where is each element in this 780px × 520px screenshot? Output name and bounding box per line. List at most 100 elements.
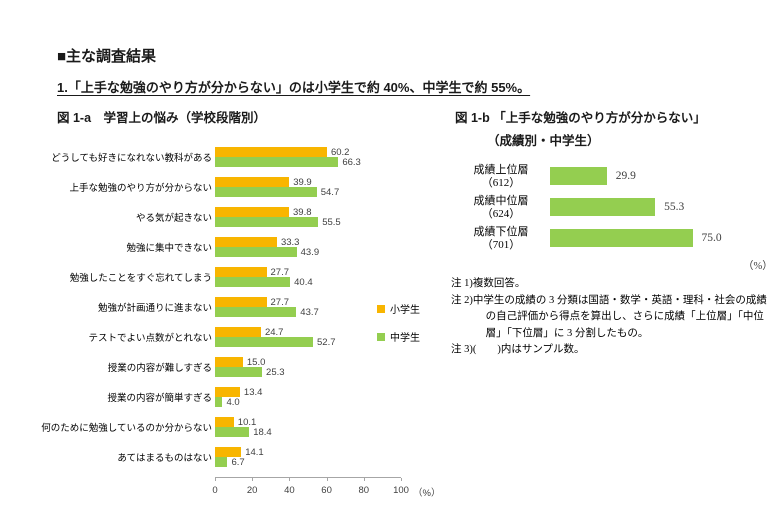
- fig-a-bar-junior-high: [215, 457, 228, 467]
- fig-a-row: あてはまるものはない 14.1 6.7: [8, 446, 453, 476]
- fig-a-axis-tick: [326, 478, 328, 481]
- fig-a-category-label: どうしても好きになれない教科がある: [51, 153, 212, 164]
- fig-b-category-label: 成績中位層 （624）: [455, 192, 547, 223]
- fig-a-bar-group: 33.3 43.9: [215, 236, 453, 266]
- fig-a-bar-junior-high: [215, 307, 297, 317]
- fig-a-bar-junior-high: [215, 187, 317, 197]
- fig-a-row: 勉強に集中できない 33.3 43.9: [8, 236, 453, 266]
- fig-a-bar-group: 39.9 54.7: [215, 176, 453, 206]
- fig-a-category-label: あてはまるものはない: [117, 453, 212, 464]
- fig-a-axis-unit: （%）: [413, 488, 441, 499]
- fig-a-axis-tick: [289, 478, 291, 481]
- fig-a-bar-junior-high: [215, 247, 297, 257]
- fig-b-value-label: 75.0: [701, 232, 722, 244]
- fig-b-category-name: 成績上位層: [473, 163, 529, 176]
- fig-a-x-axis: （%） 0 20 40 60 80 100: [212, 477, 440, 499]
- fig-a-bar-group: 15.0 25.3: [215, 356, 453, 386]
- legend-label: 小学生: [390, 305, 420, 316]
- fig-a-category-label: テストでよい点数がとれない: [88, 333, 212, 344]
- fig-b-sample-size: （624）: [481, 207, 521, 220]
- fig-a-row: 授業の内容が簡単すぎる 13.4 4.0: [8, 386, 453, 416]
- fig-a-value-label: 40.4: [294, 277, 313, 288]
- fig-a-bar-group: 24.7 52.7: [215, 326, 453, 356]
- fig-a-category-label: 勉強したことをすぐ忘れてしまう: [69, 273, 212, 284]
- fig-a-axis-tick: [363, 478, 365, 481]
- fig-a-bar-group: 60.2 66.3: [215, 146, 453, 176]
- fig-b-sample-size: （701）: [481, 238, 521, 251]
- fig-a-bar-elementary: [215, 237, 277, 247]
- fig-a-row: 授業の内容が難しすぎる 15.0 25.3: [8, 356, 453, 386]
- fig-a-bar-group: 10.1 18.4: [215, 416, 453, 446]
- legend-item-小学生: 小学生: [377, 301, 420, 316]
- fig-a-bar-junior-high: [215, 427, 250, 437]
- footnote-3: 注 3)( )内はサンプル数。: [451, 344, 585, 355]
- fig-a-title: 図 1-a 学習上の悩み（学校段階別）: [57, 111, 267, 125]
- page-title: ■主な調査結果: [57, 48, 157, 65]
- fig-a-category-label: 勉強が計画通りに進まない: [97, 303, 212, 314]
- fig-a-row: どうしても好きになれない教科がある 60.2 66.3: [8, 146, 453, 176]
- fig-a-value-label: 43.7: [300, 307, 319, 318]
- fig-a-bar-junior-high: [215, 157, 339, 167]
- fig-b-row: 成績下位層 （701） 75.0: [455, 223, 780, 254]
- fig-a-row: 何のために勉強しているのか分からない 10.1 18.4: [8, 416, 453, 446]
- fig-a-row: 勉強が計画通りに進まない 27.7 43.7: [8, 296, 453, 326]
- fig-a-bar-elementary: [215, 447, 242, 457]
- fig-a-value-label: 10.1: [237, 417, 257, 428]
- fig-b-sample-size: （612）: [481, 176, 521, 189]
- fig-a-bar-elementary: [215, 177, 290, 187]
- fig-a-value-label: 27.7: [270, 267, 290, 278]
- fig-a-axis-tick-label: 20: [246, 485, 258, 496]
- fig-a-value-label: 39.8: [293, 207, 312, 218]
- fig-a-bar-elementary: [215, 327, 261, 337]
- fig-a-rows: どうしても好きになれない教科がある 60.2 66.3 上手な勉強のやり方が分からない…: [8, 146, 453, 476]
- fig-a-value-label: 39.9: [293, 177, 312, 188]
- fig-a-row: テストでよい点数がとれない 24.7 52.7: [8, 326, 453, 356]
- fig-b-value-label: 55.3: [664, 201, 685, 213]
- fig-a-chart: どうしても好きになれない教科がある 60.2 66.3 上手な勉強のやり方が分からない…: [8, 146, 453, 499]
- legend-item-中学生: 中学生: [377, 329, 420, 344]
- legend-label: 中学生: [390, 333, 420, 344]
- fig-a-bar-elementary: [215, 207, 290, 217]
- fig-b-category-label: 成績上位層 （612）: [455, 161, 547, 192]
- fig-a-bar-junior-high: [215, 217, 319, 227]
- fig-b-bar: [550, 229, 693, 247]
- fig-a-bar-junior-high: [215, 337, 314, 347]
- footnote-2: 注 2)中学生の成績の 3 分類は国語・数学・英語・理科・社会の成績の自己評価か…: [451, 294, 767, 339]
- fig-a-row: 勉強したことをすぐ忘れてしまう 27.7 40.4: [8, 266, 453, 296]
- fig-a-value-label: 24.7: [264, 327, 284, 338]
- fig-a-row: やる気が起きない 39.8 55.5: [8, 206, 453, 236]
- fig-a-category-label: 授業の内容が簡単すぎる: [107, 393, 212, 404]
- fig-a-axis-tick: [252, 478, 254, 481]
- fig-b-row: 成績中位層 （624） 55.3: [455, 192, 780, 223]
- fig-a-value-label: 14.1: [245, 447, 264, 458]
- fig-a-row: 上手な勉強のやり方が分からない 39.9 54.7: [8, 176, 453, 206]
- fig-a-bar-group: 27.7 43.7: [215, 296, 453, 326]
- fig-a-bar-junior-high: [215, 277, 291, 287]
- fig-b-axis-unit: （%）: [743, 261, 773, 272]
- fig-a-bar-group: 13.4 4.0: [215, 386, 453, 416]
- fig-b-category-label: 成績下位層 （701）: [455, 223, 547, 254]
- fig-a-value-label: 43.9: [300, 247, 320, 258]
- fig-a-axis-tick-label: 60: [321, 485, 332, 496]
- fig-a-value-label: 15.0: [246, 357, 266, 368]
- fig-b-row: 成績上位層 （612） 29.9: [455, 161, 780, 192]
- fig-a-axis-tick-label: 80: [358, 485, 370, 496]
- fig-a-category-label: 勉強に集中できない: [126, 243, 212, 254]
- footnote-1: 注 1)複数回答。: [451, 278, 526, 289]
- fig-a-bar-elementary: [215, 147, 327, 157]
- fig-a-bar-group: 39.8 55.5: [215, 206, 453, 236]
- fig-a-value-label: 33.3: [280, 237, 300, 248]
- fig-a-bar-junior-high: [215, 397, 223, 407]
- fig-a-value-label: 25.3: [266, 367, 285, 378]
- fig-b-bar: [550, 198, 656, 216]
- fig-a-value-label: 13.4: [243, 387, 263, 398]
- fig-a-axis-tick-label: 40: [284, 485, 295, 496]
- fig-a-axis-tick-label: 0: [212, 485, 218, 496]
- fig-b-rows: 成績上位層 （612） 29.9 成績中位層 （624） 55.3 成績下位層 （701） 75…: [455, 161, 780, 254]
- fig-a-bar-elementary: [215, 387, 240, 397]
- fig-a-bar-elementary: [215, 297, 267, 307]
- fig-a-category-label: 上手な勉強のやり方が分からない: [69, 183, 212, 194]
- key-finding-statement: 1.「上手な勉強のやり方が分からない」のは小学生で約 40%、中学生で約 55%…: [57, 80, 531, 95]
- fig-a-bar-group: 14.1 6.7: [215, 446, 453, 476]
- fig-b-subtitle: （成績別・中学生）: [487, 134, 600, 148]
